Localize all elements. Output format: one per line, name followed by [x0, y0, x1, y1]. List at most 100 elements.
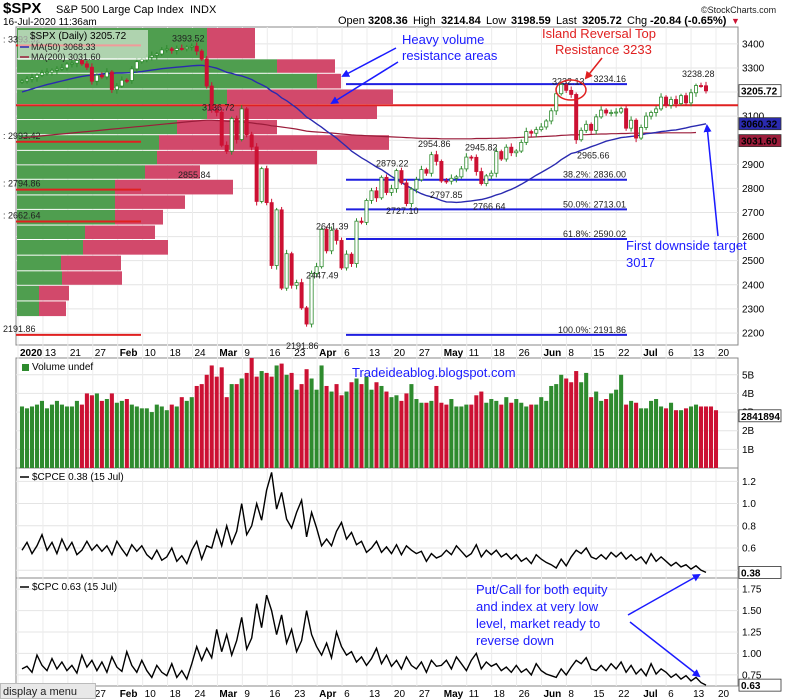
- x-tick-label-bottom: 27: [95, 689, 107, 699]
- volume-bar-down: [249, 358, 254, 468]
- candle-up: [644, 115, 649, 128]
- annotation-target-2: 3017: [626, 255, 655, 270]
- volume-bar-up: [149, 412, 154, 468]
- candle-up: [19, 80, 24, 83]
- candle-up: [369, 190, 374, 201]
- candle-up: [364, 200, 369, 223]
- volume-bar-up: [329, 391, 334, 468]
- display-menu-button[interactable]: display a menu: [0, 683, 96, 699]
- volume-bar-up: [414, 399, 419, 468]
- volume-bar-up: [504, 397, 509, 468]
- price-point-label: 3238.28: [682, 69, 715, 79]
- vbp-up-bar: [17, 105, 207, 120]
- price-point-label: 2945.82: [465, 142, 498, 152]
- volume-bar-up: [34, 404, 40, 468]
- volume-bar-down: [479, 391, 484, 468]
- volume-bar-up: [688, 406, 694, 468]
- open-label: Open: [338, 15, 365, 27]
- vbp-down-bar: [207, 105, 377, 120]
- candle-up: [679, 95, 684, 105]
- candle-down: [384, 176, 389, 193]
- volume-bar-up: [524, 406, 529, 468]
- arrow-putcall-upper: [627, 574, 701, 616]
- x-tick-label: 20: [718, 348, 730, 359]
- volume-legend-swatch: [22, 364, 29, 371]
- candle-down: [324, 228, 329, 252]
- volume-bar-up: [154, 404, 159, 468]
- volume-bar-up: [454, 406, 459, 468]
- volume-bar-down: [99, 400, 104, 468]
- vbp-up-bar: [17, 240, 83, 255]
- candle-up: [494, 151, 499, 174]
- x-tick-label: Feb: [120, 348, 138, 359]
- volume-bar-up: [449, 399, 454, 468]
- x-tick-label-bottom: 18: [170, 689, 182, 699]
- candle-up: [319, 228, 324, 268]
- candle-up: [379, 176, 384, 199]
- volume-bar-down: [589, 397, 594, 468]
- price-point-label: 2797.85: [430, 190, 463, 200]
- candle-up: [654, 108, 659, 113]
- candle-up: [599, 109, 604, 118]
- candle-up: [504, 146, 509, 160]
- vbp-up-bar: [17, 271, 62, 285]
- candle-up: [454, 176, 459, 179]
- volume-bar-up: [579, 382, 584, 468]
- annotation-target-1: First downside target: [626, 238, 747, 253]
- volume-bar-down: [339, 395, 344, 468]
- volume-y-tick: 2B: [742, 426, 755, 437]
- volume-bar-up: [459, 406, 464, 468]
- y-axis-ticks: 2200230024002500260027002800290030003100…: [742, 39, 765, 681]
- price-y-tick: 3300: [742, 63, 765, 74]
- volume-bar-up: [679, 410, 684, 468]
- volume-bar-down: [269, 376, 274, 468]
- volume-bar-up: [159, 406, 164, 468]
- candle-down: [124, 79, 129, 82]
- candle-up: [154, 53, 159, 56]
- annotation-site: Tradeideablog.blogspot.com: [352, 365, 516, 380]
- x-tick-label: 15: [593, 348, 605, 359]
- annotation-putcall-1: Put/Call for both equity: [476, 582, 608, 597]
- cpce-tag: 0.38: [741, 568, 761, 579]
- vbp-down-bar: [83, 240, 168, 255]
- x-tick-label-bottom: 16: [269, 689, 281, 699]
- x-tick-label-bottom: 11: [469, 689, 480, 699]
- volume-bar-up: [389, 397, 394, 468]
- candle-down: [529, 131, 534, 134]
- price-point-label: 2879.22: [376, 158, 409, 168]
- copyright: ©StockCharts.com: [701, 5, 776, 15]
- vbp-down-bar: [317, 73, 341, 89]
- vbp-down-bar: [157, 150, 317, 165]
- candle-up: [134, 61, 139, 70]
- legend-backdrop: [18, 30, 148, 60]
- price-point-label: 3232.13: [552, 76, 585, 86]
- volume-bar-down: [324, 385, 329, 468]
- volume-bar-up: [104, 399, 109, 468]
- ma50-line: [21, 64, 707, 204]
- x-tick-label: 8: [568, 348, 574, 359]
- arrow-putcall-lower: [629, 621, 701, 678]
- x-tick-label: 23: [294, 348, 306, 359]
- candle-down: [234, 118, 239, 140]
- volume-bar-up: [29, 406, 35, 468]
- volume-bar-up: [369, 389, 374, 468]
- candle-up: [514, 150, 519, 154]
- candle-down: [179, 48, 184, 50]
- volume-bar-up: [639, 408, 644, 468]
- candle-up: [164, 48, 169, 51]
- x-tick-label: 13: [45, 348, 57, 359]
- price-y-tick: 2300: [742, 304, 765, 315]
- legend-ma200: MA(200) 3031.60: [31, 52, 101, 62]
- candle-up: [394, 170, 399, 190]
- volume-bar-up: [379, 385, 384, 468]
- candle-up: [309, 273, 314, 325]
- volume-bar-up: [139, 408, 144, 468]
- volume-bar-down: [474, 395, 479, 468]
- cpc-y-tick: 1.75: [742, 585, 762, 596]
- value-tags: 3205.72 3060.32 3031.60 2841894 0.38 0.63: [738, 84, 782, 692]
- x-tick-label: 16: [269, 348, 281, 359]
- candle-down: [79, 60, 84, 65]
- x-tick-label-bottom: 27: [419, 689, 431, 699]
- left-level-label: 2191.86: [3, 324, 36, 334]
- volume-bar-down: [469, 404, 474, 468]
